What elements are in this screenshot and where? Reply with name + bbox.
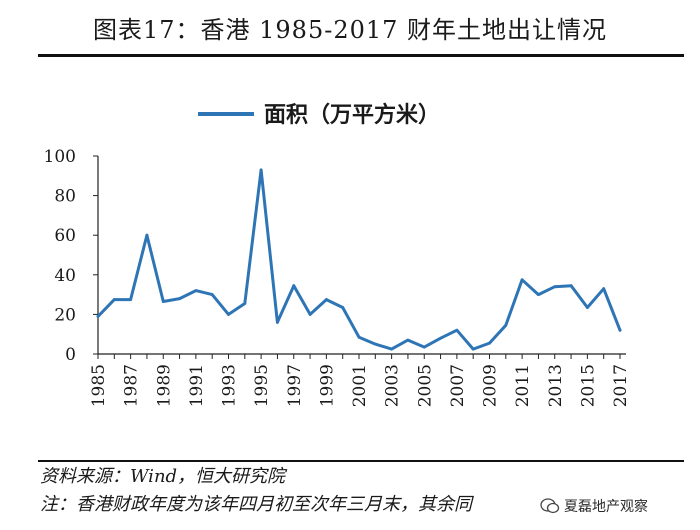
x-tick-label: 2009 xyxy=(481,364,501,407)
x-tick-label: 2015 xyxy=(578,364,598,407)
x-tick-label: 1991 xyxy=(187,364,207,407)
x-tick-label: 2017 xyxy=(611,364,631,407)
chart-legend: 面积（万平方米） xyxy=(198,102,440,128)
x-tick-label: 2005 xyxy=(415,364,435,407)
y-tick-label: 20 xyxy=(54,305,76,325)
data-point xyxy=(194,289,198,293)
data-point xyxy=(308,313,312,316)
data-point xyxy=(553,285,557,289)
data-point xyxy=(471,347,475,351)
y-tick-label: 0 xyxy=(65,345,76,365)
y-tick-label: 80 xyxy=(54,187,76,207)
data-point xyxy=(537,293,540,296)
x-tick-label: 2003 xyxy=(383,364,403,407)
x-tick-label: 2001 xyxy=(350,364,370,407)
data-point xyxy=(243,302,247,305)
data-point xyxy=(602,287,606,291)
data-point xyxy=(178,297,181,300)
footnote: 注：香港财政年度为该年四月初至次年三月末，其余同 xyxy=(40,494,472,515)
data-point xyxy=(112,298,116,301)
data-point xyxy=(488,341,491,345)
data-point xyxy=(422,345,426,349)
data-point xyxy=(129,298,133,301)
y-axis-ticks: 0 20 40 60 80 100 xyxy=(44,147,98,365)
x-tick-label: 1999 xyxy=(317,364,337,407)
data-point xyxy=(373,342,377,346)
data-point xyxy=(276,320,279,324)
data-point xyxy=(292,284,296,288)
x-tick-label: 1997 xyxy=(285,364,305,407)
wechat-icon xyxy=(540,498,560,514)
series-line xyxy=(96,168,622,351)
x-tick-label: 2007 xyxy=(448,364,468,407)
x-tick-label: 1993 xyxy=(220,364,240,407)
chart-title: 图表17：香港 1985-2017 财年土地出让情况 xyxy=(92,16,608,44)
x-tick-label: 1987 xyxy=(122,364,142,407)
data-point xyxy=(569,284,573,288)
data-point xyxy=(406,338,410,342)
footer-divider xyxy=(38,460,684,462)
data-point xyxy=(357,335,361,339)
title-divider xyxy=(38,54,684,57)
x-axis-ticks: 1985 1987 1989 1991 1993 1995 1997 1999 2001 2003… xyxy=(89,354,631,407)
y-tick-label: 60 xyxy=(54,226,76,246)
data-point xyxy=(455,328,459,332)
x-tick-label: 1985 xyxy=(89,364,109,407)
data-point xyxy=(585,306,589,309)
x-tick-label: 2011 xyxy=(513,364,533,407)
data-point xyxy=(259,168,263,172)
data-point xyxy=(618,328,622,332)
legend-label: 面积（万平方米） xyxy=(264,102,440,128)
data-point xyxy=(390,347,394,351)
data-point xyxy=(341,306,345,309)
data-point xyxy=(161,300,165,303)
data-point xyxy=(227,313,230,316)
watermark-text: 夏磊地产观察 xyxy=(564,499,648,515)
x-tick-label: 1995 xyxy=(252,364,272,407)
data-point xyxy=(504,323,508,327)
data-point xyxy=(520,278,524,282)
chart-series xyxy=(96,168,622,351)
x-tick-label: 1989 xyxy=(154,364,174,407)
x-tick-label: 2013 xyxy=(546,364,566,407)
y-tick-label: 100 xyxy=(44,147,76,167)
chart-axes xyxy=(97,156,626,355)
data-point xyxy=(210,293,214,296)
data-point xyxy=(96,314,100,318)
data-point xyxy=(324,298,328,301)
data-point xyxy=(145,233,149,237)
source-note: 资料来源：Wind，恒大研究院 xyxy=(40,466,286,487)
watermark: 夏磊地产观察 xyxy=(536,492,700,520)
y-tick-label: 40 xyxy=(54,266,76,286)
data-point xyxy=(439,336,442,340)
